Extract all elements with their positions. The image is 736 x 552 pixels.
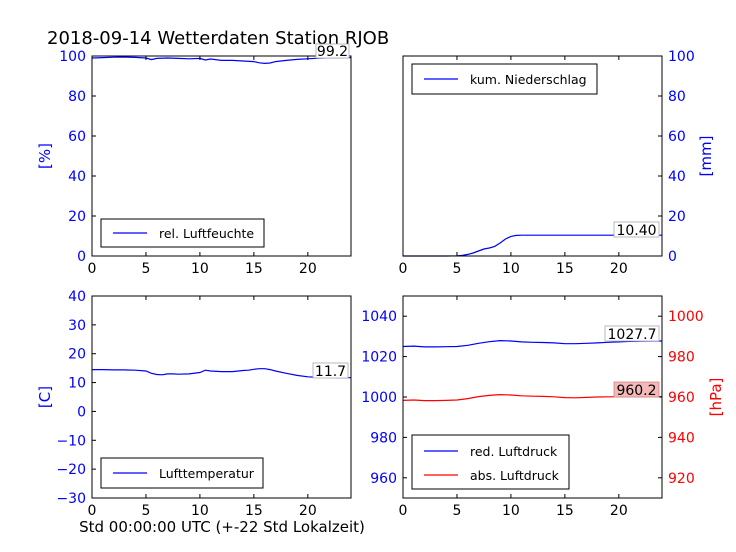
plot-frame-precipitation [402, 55, 663, 257]
x-tick-label: 10 [191, 503, 209, 519]
y-tick-label: 60 [668, 129, 686, 145]
y-tick-label: 10 [68, 376, 86, 392]
x-tick-label: 15 [245, 261, 263, 277]
x-tick-label: 15 [556, 503, 574, 519]
x-tick-label: 20 [299, 261, 317, 277]
y-tick-label: 20 [68, 347, 86, 363]
x-tick-label: 5 [452, 261, 461, 277]
x-tick-label: 20 [299, 503, 317, 519]
y-tick-label: 20 [68, 209, 86, 225]
current-value-box-humidity [315, 43, 350, 59]
x-tick-label: 10 [191, 261, 209, 277]
figure-xlabel: Std 00:00:00 UTC (+-22 Std Lokalzeit) [79, 518, 365, 536]
y-right-tick-label: 940 [668, 430, 695, 446]
legend-label: abs. Luftdruck [470, 468, 560, 483]
current-value-box-precipitation [613, 221, 660, 238]
y-tick-label: 1000 [361, 390, 397, 406]
y-tick-label: −20 [56, 462, 86, 478]
y-tick-label: 80 [68, 89, 86, 105]
x-tick-label: 0 [88, 503, 97, 519]
current-value-right-box-pressure [613, 381, 660, 398]
y-right-tick-label: 1000 [668, 309, 704, 325]
y-tick-label: 960 [370, 471, 397, 487]
y-tick-label: 0 [668, 249, 677, 265]
y-axis-label: [mm] [697, 136, 715, 177]
y-tick-label: 80 [668, 89, 686, 105]
y-tick-label: 40 [668, 169, 686, 185]
x-tick-label: 5 [141, 261, 150, 277]
current-value: 10.40 [616, 223, 656, 239]
series-line-temperature-0 [92, 368, 351, 379]
y-right-tick-label: 960 [668, 390, 695, 406]
y-tick-label: 30 [68, 318, 86, 334]
x-tick-label: 20 [610, 503, 628, 519]
x-tick-label: 20 [610, 261, 628, 277]
current-value-right: 960.2 [616, 383, 656, 399]
y-tick-label: 40 [68, 289, 86, 305]
y-axis-label: [C] [36, 386, 54, 408]
y-tick-label: 1020 [361, 350, 397, 366]
y-tick-label: 980 [370, 430, 397, 446]
current-value: 11.7 [315, 364, 346, 380]
legend-label: kum. Niederschlag [470, 72, 587, 87]
figure-title: 2018-09-14 Wetterdaten Station RJOB [47, 28, 389, 49]
current-value-box-pressure [604, 325, 660, 342]
current-value-box-temperature [312, 362, 349, 379]
x-tick-label: 10 [502, 503, 520, 519]
legend-box-pressure [411, 434, 570, 490]
panel-pressure: 0 5 10 15 20 960 980 1000 1020 1040 920 940 960 980 10… [361, 295, 725, 519]
current-value: 99.2 [317, 44, 348, 60]
y-right-axis-label: [hPa] [707, 378, 725, 417]
y-tick-label: 40 [68, 169, 86, 185]
x-tick-label: 0 [88, 261, 97, 277]
y-tick-label: 100 [668, 49, 695, 65]
y-right-tick-label: 920 [668, 471, 695, 487]
y-tick-label: 20 [668, 209, 686, 225]
panel-temperature: 0 5 10 15 20 −30 −20 −10 0 10 20 30 40 [C] Lufttempera… [36, 289, 352, 519]
panel-humidity: 0 5 10 15 20 0 20 40 60 80 100 [%] rel. Luftfeuchte 9… [36, 43, 352, 277]
plot-frame-temperature [91, 295, 352, 499]
y-tick-label: 0 [77, 404, 86, 420]
y-tick-label: 60 [68, 129, 86, 145]
y-tick-label: 0 [77, 249, 86, 265]
y-right-tick-label: 980 [668, 350, 695, 366]
y-tick-label: 1040 [361, 309, 397, 325]
legend-label: Lufttemperatur [159, 466, 255, 481]
y-tick-label: 100 [59, 49, 86, 65]
x-tick-label: 0 [399, 261, 408, 277]
y-axis-label: [%] [36, 143, 54, 169]
x-tick-label: 0 [399, 503, 408, 519]
y-tick-label: −30 [56, 491, 86, 507]
x-tick-label: 5 [452, 503, 461, 519]
panel-precipitation: 0 5 10 15 20 0 20 40 60 80 100 [mm] kum. Niederschla… [399, 49, 715, 277]
series-line-humidity-0 [91, 56, 351, 65]
x-tick-label: 15 [245, 503, 263, 519]
y-tick-label: −10 [56, 433, 86, 449]
plot-frame-humidity [91, 55, 352, 257]
x-tick-label: 5 [141, 503, 150, 519]
current-value: 1027.7 [608, 327, 657, 343]
legend-label: rel. Luftfeuchte [159, 226, 254, 241]
x-tick-label: 15 [556, 261, 574, 277]
legend-label: red. Luftdruck [470, 444, 558, 459]
x-tick-label: 10 [502, 261, 520, 277]
series-line-precipitation-0 [403, 234, 662, 257]
series-line-pressure-0 [402, 339, 662, 348]
